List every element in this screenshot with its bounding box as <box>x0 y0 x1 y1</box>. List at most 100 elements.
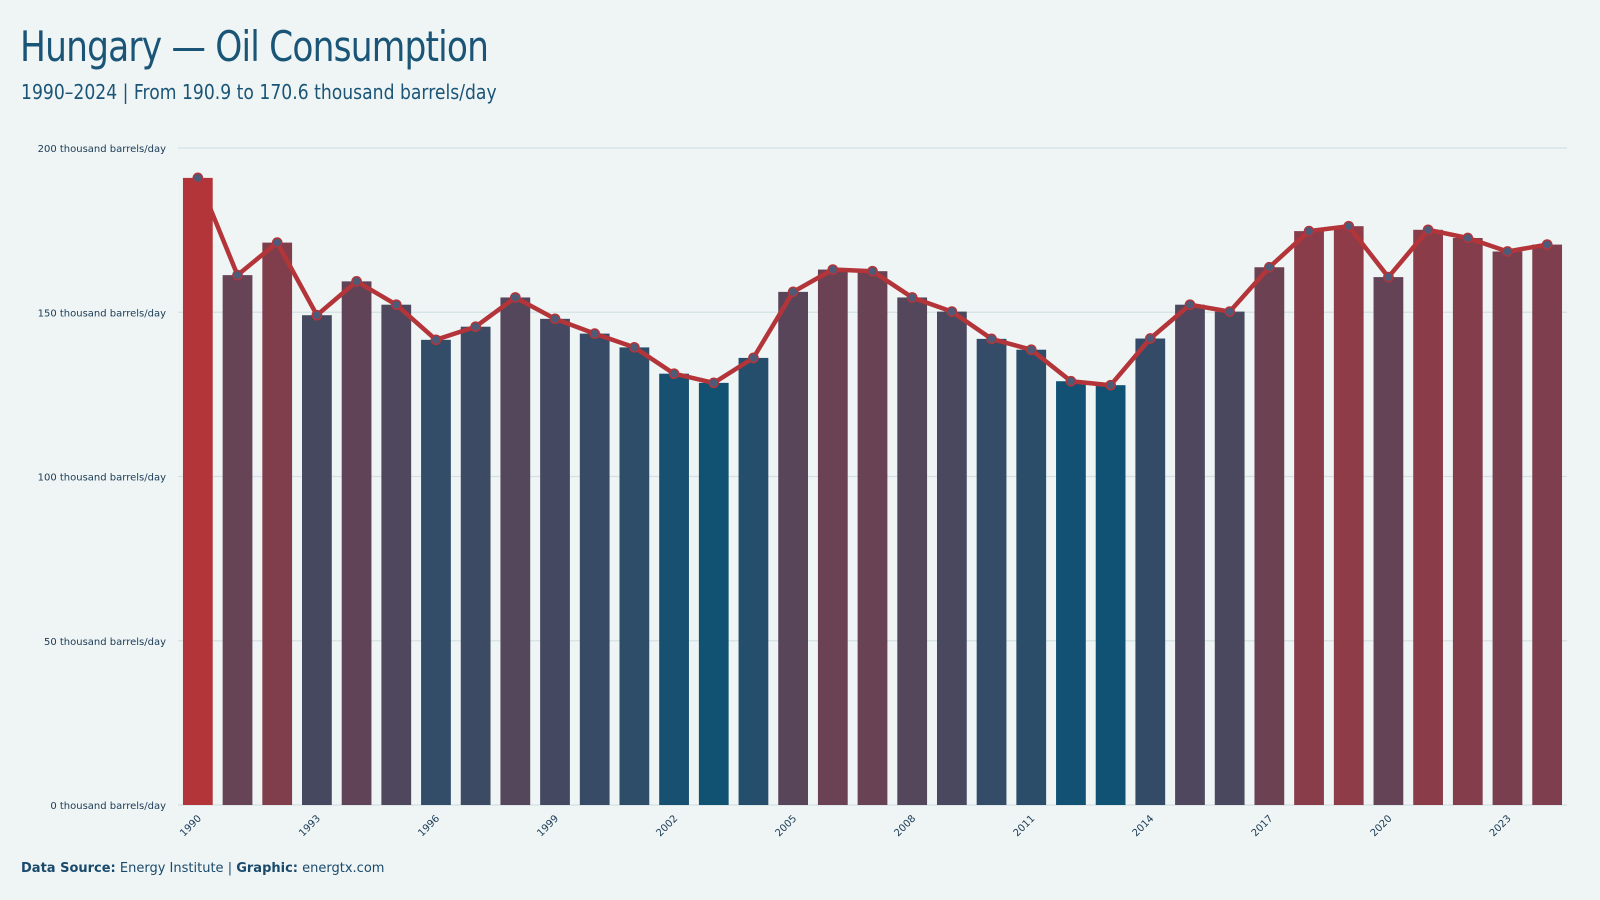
x-axis-ticks: 1990 1993 1996 1999 2002 2005 2008 2011 2014 2017… <box>178 813 1513 839</box>
point-1995 <box>390 299 402 311</box>
bar-1992 <box>262 242 293 805</box>
bar-1998 <box>500 297 531 805</box>
x-tick-label: 2008 <box>893 813 919 839</box>
graphic-value: energtx.com <box>302 861 385 876</box>
y-tick-label: 50 thousand barrels/day <box>44 637 166 648</box>
point-2005 <box>787 286 799 298</box>
point-2018 <box>1303 225 1315 237</box>
bar-1991 <box>222 275 253 805</box>
bar-2000 <box>579 333 610 805</box>
y-tick-label: 150 thousand barrels/day <box>38 308 166 319</box>
x-tick-label: 2011 <box>1012 813 1038 839</box>
x-tick-label: 2002 <box>654 813 680 839</box>
point-2004 <box>748 352 759 364</box>
point-2007 <box>867 265 878 277</box>
bar-2005 <box>778 291 809 805</box>
bar-2019 <box>1333 226 1364 806</box>
bar-2008 <box>897 297 928 805</box>
point-2012 <box>1065 375 1077 387</box>
point-2011 <box>1025 344 1037 356</box>
bar-1993 <box>302 315 332 805</box>
point-2003 <box>708 377 720 389</box>
point-2000 <box>589 328 601 339</box>
bar-2001 <box>619 347 650 805</box>
point-2010 <box>986 333 997 345</box>
bar-1999 <box>540 318 570 805</box>
point-1998 <box>509 292 521 303</box>
bar-2011 <box>1016 349 1047 805</box>
point-2015 <box>1184 299 1196 311</box>
bar-2013 <box>1095 385 1126 805</box>
point-2014 <box>1144 333 1156 344</box>
bar-1990 <box>182 177 213 805</box>
footer-separator: | <box>227 861 233 876</box>
chart-title: Hungary — Oil Consumption <box>20 22 489 71</box>
bar-2020 <box>1373 277 1404 806</box>
x-tick-label: 1996 <box>416 813 442 839</box>
bar-2021 <box>1413 229 1443 805</box>
x-tick-label: 2020 <box>1369 813 1395 839</box>
point-1990 <box>192 172 204 184</box>
x-tick-label: 2017 <box>1250 813 1276 839</box>
bar-2022 <box>1452 238 1483 805</box>
bar-2010 <box>976 338 1007 805</box>
y-tick-label: 100 thousand barrels/day <box>38 473 166 484</box>
bar-2006 <box>817 269 848 805</box>
point-2001 <box>629 342 640 353</box>
bar-2016 <box>1214 311 1245 805</box>
y-tick-label: 200 thousand barrels/day <box>38 144 166 155</box>
point-1996 <box>430 334 442 346</box>
chart-subtitle: 1990–2024 | From 190.9 to 170.6 thousand… <box>21 80 497 104</box>
point-2024 <box>1541 239 1553 250</box>
point-2009 <box>946 306 958 317</box>
point-2002 <box>668 368 680 380</box>
bars <box>182 177 1563 806</box>
point-1999 <box>549 313 561 325</box>
bar-1995 <box>381 304 412 805</box>
point-2017 <box>1264 261 1275 273</box>
point-2019 <box>1343 220 1355 232</box>
bar-2024 <box>1532 244 1563 806</box>
bar-2014 <box>1135 338 1166 805</box>
x-tick-label: 2023 <box>1488 813 1514 839</box>
bar-2023 <box>1492 251 1523 806</box>
point-2006 <box>827 264 839 275</box>
bar-2015 <box>1175 304 1205 805</box>
point-2021 <box>1422 224 1434 236</box>
footer-credits: Data Source: Energy Institute | Graphic:… <box>21 861 384 876</box>
bar-2002 <box>659 373 689 805</box>
point-1991 <box>232 269 243 281</box>
point-1993 <box>311 309 323 321</box>
point-2013 <box>1105 379 1116 391</box>
point-2008 <box>906 292 918 303</box>
bar-1994 <box>341 281 372 806</box>
point-1997 <box>470 321 481 333</box>
bar-2012 <box>1056 381 1086 805</box>
point-1994 <box>351 276 362 287</box>
point-2023 <box>1502 246 1513 257</box>
x-tick-label: 2005 <box>773 813 799 839</box>
source-label: Data Source: <box>21 861 116 876</box>
bar-2007 <box>857 271 888 805</box>
y-tick-label: 0 thousand barrels/day <box>50 801 166 812</box>
bar-2018 <box>1294 231 1324 806</box>
point-2016 <box>1224 306 1236 317</box>
x-tick-label: 1990 <box>178 813 204 839</box>
graphic-label: Graphic: <box>236 861 298 876</box>
x-tick-label: 1993 <box>297 813 323 839</box>
point-2020 <box>1383 271 1394 283</box>
point-2022 <box>1462 232 1474 244</box>
point-1992 <box>271 237 283 248</box>
bar-1996 <box>421 339 451 805</box>
bar-1997 <box>460 326 491 805</box>
x-tick-label: 2014 <box>1131 813 1157 839</box>
bar-2009 <box>936 311 967 805</box>
bar-2017 <box>1254 267 1285 806</box>
x-tick-label: 1999 <box>535 813 561 839</box>
y-axis-ticks: 0 thousand barrels/day 50 thousand barrel… <box>38 144 166 812</box>
bar-2004 <box>738 357 769 805</box>
source-value: Energy Institute <box>119 861 224 876</box>
bar-2003 <box>698 382 729 805</box>
trend-points <box>192 172 1553 391</box>
